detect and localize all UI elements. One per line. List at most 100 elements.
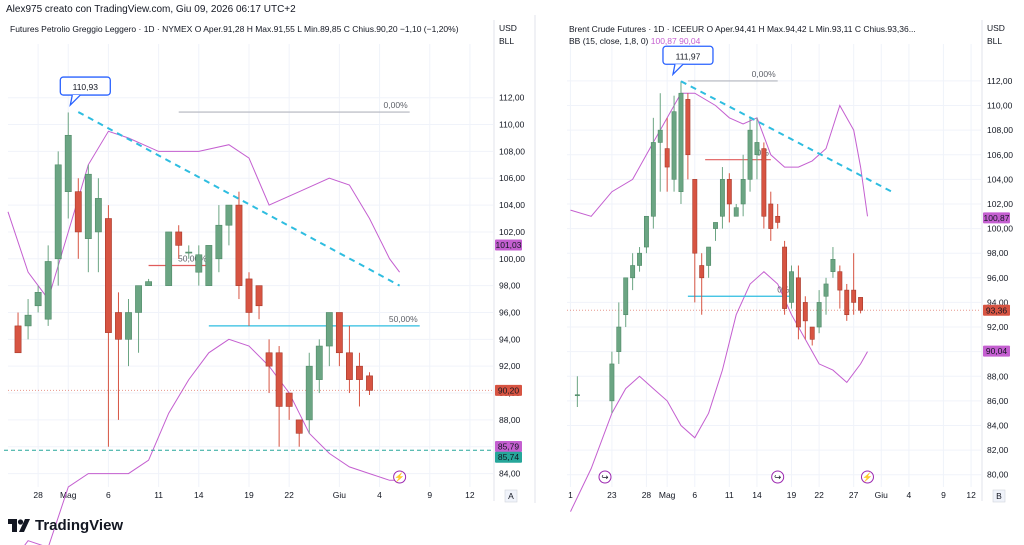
p1-candle-body <box>84 173 92 239</box>
p2-candle <box>844 283 850 321</box>
p2-event-marker-icon <box>860 470 874 484</box>
p1-candle <box>215 205 223 273</box>
p2-candle <box>747 117 753 192</box>
p2-candle-body <box>678 92 684 192</box>
p2-candle-body <box>664 148 670 168</box>
p2-candle <box>623 277 629 328</box>
p2-candle <box>733 203 739 217</box>
p1-candle <box>54 151 62 286</box>
p2-candle <box>671 95 677 192</box>
p2-candle-body <box>851 289 857 303</box>
p1-candle-body <box>205 245 213 286</box>
p1-candle-body <box>255 285 263 307</box>
p2-candle-body <box>671 111 677 180</box>
p2-unit: BLL <box>987 36 1002 46</box>
p1-x-tick: Giu <box>333 490 347 500</box>
p2-x-tick: 9 <box>941 490 946 500</box>
p1-candle <box>275 346 283 447</box>
p1-y-tick: 104,00 <box>499 200 525 210</box>
p1-candle-body <box>235 204 243 286</box>
p1-candle-body <box>285 392 293 407</box>
p2-candle <box>782 240 788 315</box>
p1-y-tick: 110,00 <box>499 120 525 130</box>
p2-indicator-label: BB (15, close, 1,8, 0) <box>569 36 651 46</box>
p2-x-tick: 14 <box>752 490 762 500</box>
p2-candle-body <box>782 246 788 309</box>
p2-candle-body <box>802 302 808 322</box>
p2-candle-body <box>699 265 705 279</box>
p1-bb-lower <box>24 338 400 545</box>
p2-candle <box>650 117 656 229</box>
p1-y-tick: 96,00 <box>499 307 521 317</box>
p2-bb-upper-label: 100,87 <box>984 213 1010 223</box>
p1-header: Futures Petrolio Greggio Leggero · 1D · … <box>10 24 459 34</box>
p2-candle <box>761 142 767 229</box>
p1-candle-body <box>195 254 203 273</box>
p1-bb-upper <box>7 130 401 301</box>
p1-candle-body <box>275 352 283 407</box>
p2-candle-body <box>733 207 739 217</box>
p2-candle-body <box>809 326 815 340</box>
p2-x-tick: Mag <box>659 490 676 500</box>
p2-x-tick: Giu <box>875 490 889 500</box>
p1-y-tick: 106,00 <box>499 173 525 183</box>
p2-candle <box>657 93 663 192</box>
p1-x-tick: 14 <box>194 490 204 500</box>
p1-candle <box>255 285 263 320</box>
p1-bb-lower-label-bg <box>495 441 522 453</box>
p1-candle-body <box>295 419 303 434</box>
p2-x-tick: 12 <box>966 490 976 500</box>
p1-y-tick: 84,00 <box>499 469 521 479</box>
p1-candle <box>185 245 193 259</box>
p1-last-price-label-bg <box>495 384 522 396</box>
p1-candle-body <box>366 375 373 391</box>
p1-candle <box>305 352 313 434</box>
p1-candle <box>245 272 253 326</box>
p2-candle <box>789 265 794 309</box>
p2-candle <box>851 253 857 315</box>
p1-candle <box>335 312 343 367</box>
p2-candle-body <box>685 99 691 156</box>
p2-trend-callout-pointer <box>671 63 684 77</box>
p1-candle <box>94 178 102 273</box>
p2-candle <box>816 290 822 334</box>
p2-y-tick: 108,00 <box>987 125 1013 135</box>
p2-currency: USD <box>987 23 1005 33</box>
p2-candle <box>685 93 691 180</box>
p2-y-tick: 102,00 <box>987 199 1013 209</box>
p2-candle-body <box>574 394 580 397</box>
p1-candle-body <box>34 292 42 307</box>
p1-candle <box>115 292 122 420</box>
p1-candle-body <box>64 134 72 192</box>
p2-last-price-label: 93,36 <box>986 305 1008 315</box>
p1-candle <box>366 372 373 396</box>
p2-candle-body <box>795 277 801 328</box>
p1-candle-body <box>165 231 173 286</box>
p2-x-tick: 11 <box>725 490 734 500</box>
p2-candle-body <box>713 222 718 229</box>
p2-candle-body <box>844 289 850 316</box>
p2-candle-body <box>616 326 622 352</box>
p1-candle-body <box>185 251 193 254</box>
p2-candle-body <box>747 129 753 180</box>
p1-x-tick: 19 <box>244 490 254 500</box>
p1-candle <box>285 392 293 420</box>
p2-x-tick: 1 <box>568 490 573 500</box>
tradingview-logo[interactable]: TradingView <box>8 517 123 534</box>
p1-candle-body <box>305 365 313 421</box>
p1-candle-body <box>44 261 52 320</box>
p2-y-tick: 98,00 <box>987 248 1009 258</box>
p2-trend-label: 111,97 <box>676 51 701 61</box>
p2-trend-line <box>680 80 893 193</box>
p2-bb-upper <box>570 92 868 217</box>
p1-trend-callout <box>59 76 111 96</box>
p1-candle <box>125 299 132 367</box>
p1-candle-body <box>115 312 122 340</box>
p2-y-tick: 94,00 <box>987 297 1009 307</box>
p2-x-tick: 28 <box>642 490 652 500</box>
p2-candle-body <box>740 179 746 205</box>
p1-candle <box>74 178 82 259</box>
p1-candle-body <box>14 325 22 354</box>
p2-candle <box>858 297 864 314</box>
